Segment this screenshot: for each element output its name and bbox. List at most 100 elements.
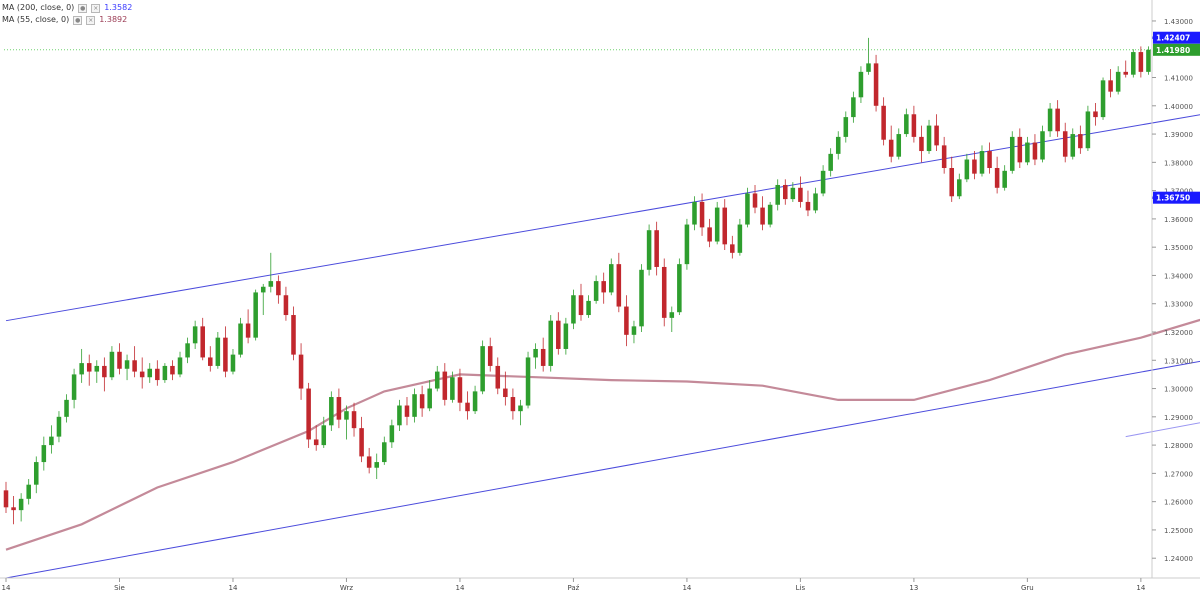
price-label-box — [1153, 191, 1200, 204]
x-tick-label: Lis — [796, 584, 806, 592]
candle-body — [306, 388, 311, 440]
y-tick-label: 1.38000 — [1164, 159, 1193, 167]
channel-upper-line — [5, 114, 1200, 322]
candle-body — [230, 354, 236, 372]
candle-body — [457, 377, 463, 403]
candle-body — [374, 462, 379, 468]
candle-body — [3, 490, 9, 508]
x-tick-label: 14 — [2, 584, 11, 592]
candle-body — [1047, 108, 1053, 132]
y-tick-label: 1.24000 — [1164, 555, 1193, 563]
candle-body — [820, 170, 826, 194]
candle-body — [578, 295, 584, 316]
candle-body — [677, 264, 682, 313]
y-tick-label: 1.32000 — [1164, 329, 1193, 337]
candle-body — [896, 134, 902, 157]
candle-body — [518, 405, 523, 412]
candle-body — [487, 346, 493, 366]
candle-body — [783, 184, 788, 200]
candle-body — [450, 377, 455, 400]
candle-body — [139, 371, 145, 378]
legend-row-ma55: MA (55, close, 0) ● × 1.3892 — [2, 14, 132, 26]
x-tick-label: 14 — [229, 584, 238, 592]
candle-body — [994, 168, 1000, 188]
candle-body — [767, 204, 773, 225]
candle-body — [64, 399, 69, 417]
candle-body — [276, 281, 281, 296]
candle-body — [465, 402, 470, 412]
candle-body — [563, 323, 569, 349]
candle-body — [646, 230, 652, 270]
candle-body — [866, 63, 871, 72]
candle-body — [571, 295, 576, 324]
candle-body — [1002, 170, 1007, 188]
candle-body — [472, 391, 478, 412]
y-tick-label: 1.30000 — [1164, 386, 1193, 394]
candle-body — [548, 320, 554, 366]
candle-body — [1040, 131, 1045, 160]
x-tick-label: 13 — [909, 584, 918, 592]
close-icon[interactable]: × — [91, 3, 101, 13]
candle-body — [858, 71, 864, 98]
candle-body — [1070, 134, 1076, 157]
x-tick-label: 14 — [682, 584, 691, 592]
candle-body — [71, 374, 77, 400]
ma200-value: 1.3582 — [104, 3, 133, 12]
candle-body — [86, 363, 92, 372]
candle-body — [253, 292, 258, 338]
candle-body — [245, 323, 251, 338]
y-tick-label: 1.34000 — [1164, 272, 1193, 280]
y-tick-label: 1.37000 — [1164, 188, 1193, 196]
candle-body — [1100, 80, 1106, 118]
candle-body — [11, 507, 16, 511]
indicator-legend: MA (200, close, 0) ● × 1.3582 MA (55, cl… — [2, 2, 132, 26]
candle-body — [427, 388, 432, 409]
candle-body — [730, 244, 735, 253]
price-label-box — [1153, 31, 1200, 44]
price-label-text: 1.41980 — [1156, 46, 1190, 55]
candle-body — [699, 201, 705, 228]
candle-body — [843, 117, 849, 137]
candle-body — [1138, 52, 1144, 72]
close-icon[interactable]: × — [86, 15, 96, 25]
candle-body — [397, 405, 402, 426]
candle-body — [366, 456, 372, 468]
candle-body — [351, 411, 357, 429]
candle-body — [661, 266, 667, 318]
eye-icon[interactable]: ● — [73, 15, 83, 25]
y-tick-label: 1.28000 — [1164, 442, 1193, 450]
candle-body — [964, 159, 970, 180]
candle-body — [979, 151, 985, 174]
candle-body — [162, 365, 168, 381]
y-tick-label: 1.27000 — [1164, 470, 1193, 478]
candle-body — [722, 207, 728, 245]
candle-body — [495, 365, 501, 389]
price-label-box — [1153, 43, 1200, 56]
candle-body — [132, 360, 137, 372]
x-tick-label: Paź — [567, 584, 579, 592]
x-tick-label: 14 — [455, 584, 464, 592]
candle-body — [972, 159, 977, 174]
candle-body — [533, 348, 538, 358]
candle-body — [313, 439, 319, 446]
candle-body — [624, 306, 629, 335]
candle-body — [798, 187, 803, 202]
candle-body — [200, 326, 205, 358]
candle-body — [238, 323, 243, 355]
candle-body — [480, 346, 485, 392]
candle-body — [540, 348, 546, 366]
candle-body — [412, 394, 417, 417]
candle-body — [608, 264, 614, 293]
candle-body — [941, 145, 947, 168]
y-tick-label: 1.40000 — [1164, 103, 1193, 111]
y-tick-label: 1.39000 — [1164, 131, 1193, 139]
candle-body — [291, 315, 296, 355]
candle-body — [556, 320, 561, 349]
candle-body — [1062, 131, 1068, 157]
candle-body — [1115, 71, 1121, 92]
candle-body — [419, 394, 425, 409]
candle-body — [601, 281, 606, 293]
eye-icon[interactable]: ● — [78, 3, 88, 13]
candle-body — [359, 428, 364, 457]
